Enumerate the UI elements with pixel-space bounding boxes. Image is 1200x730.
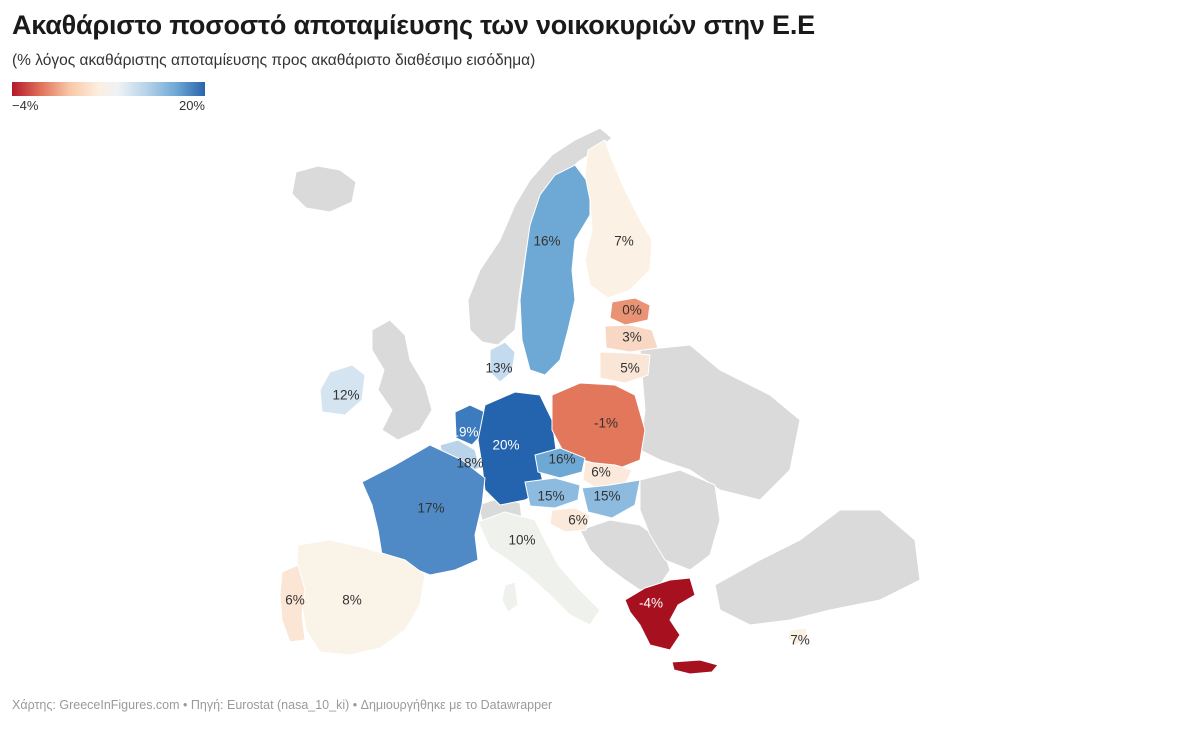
value-label-slovenia: 6%: [568, 513, 588, 528]
legend-labels: −4% 20%: [12, 98, 205, 113]
country-shape-france: [361, 444, 486, 576]
country-shape-latvia: [604, 324, 659, 353]
country-shape-cyprus: [787, 627, 809, 646]
value-label-greece: -4%: [639, 596, 663, 611]
value-label-finland: 7%: [614, 234, 634, 249]
country-shape-slovenia: [549, 507, 591, 533]
country-shape-sweden: [519, 164, 591, 376]
country-shape-crete: [671, 659, 719, 675]
footer-credits: Χάρτης: GreeceInFigures.com • Πηγή: Euro…: [12, 698, 553, 712]
value-label-denmark: 13%: [485, 361, 512, 376]
country-shape-finland: [584, 139, 653, 299]
country-shape-austria: [524, 477, 581, 509]
country-shape-sardinia: [501, 581, 519, 613]
legend-max-label: 20%: [178, 98, 205, 113]
value-label-netherlands: 19%: [451, 425, 478, 440]
legend-gradient-bar: [12, 82, 205, 96]
value-label-portugal: 6%: [285, 593, 305, 608]
value-label-latvia: 3%: [622, 330, 642, 345]
value-label-cyprus: 7%: [790, 633, 810, 648]
page-title: Ακαθάριστο ποσοστό αποταμίευσης των νοικ…: [12, 10, 815, 40]
country-shape-czechia: [534, 447, 586, 479]
page-subtitle: (% λόγος ακαθάριστης αποταμίευσης προς α…: [12, 52, 536, 69]
value-label-estonia: 0%: [622, 303, 642, 318]
color-legend: −4% 20%: [12, 82, 205, 113]
country-shape-denmark: [489, 341, 516, 383]
value-label-sweden: 16%: [533, 234, 560, 249]
romania-bulgaria-shape: [639, 469, 721, 571]
legend-min-label: −4%: [12, 98, 39, 113]
country-shape-poland: [551, 382, 646, 471]
value-label-spain: 8%: [342, 593, 362, 608]
value-label-italy: 10%: [508, 533, 535, 548]
country-shape-ireland: [319, 364, 366, 416]
value-label-hungary: 15%: [593, 489, 620, 504]
value-label-austria: 15%: [537, 489, 564, 504]
uk-shape: [371, 319, 433, 441]
value-label-ireland: 12%: [332, 388, 359, 403]
country-shape-italy: [477, 511, 601, 626]
value-label-france: 17%: [417, 501, 444, 516]
value-label-czechia: 16%: [548, 452, 575, 467]
country-shape-estonia: [609, 297, 651, 326]
value-labels: 16% 7% 0% 3% 5% 13% 12% -1% 19% 20% 18% …: [285, 234, 810, 648]
value-label-poland: -1%: [594, 416, 618, 431]
value-label-belgium: 18%: [456, 456, 483, 471]
country-shape-greece: [624, 577, 696, 651]
value-label-germany: 20%: [492, 438, 519, 453]
turkey-shape: [714, 509, 921, 626]
country-shape-lithuania: [599, 351, 651, 384]
iceland-shape: [291, 165, 357, 213]
value-label-lithuania: 5%: [620, 361, 640, 376]
country-shape-portugal: [279, 564, 306, 643]
value-label-slovakia: 6%: [591, 465, 611, 480]
country-shape-hungary: [581, 479, 641, 519]
